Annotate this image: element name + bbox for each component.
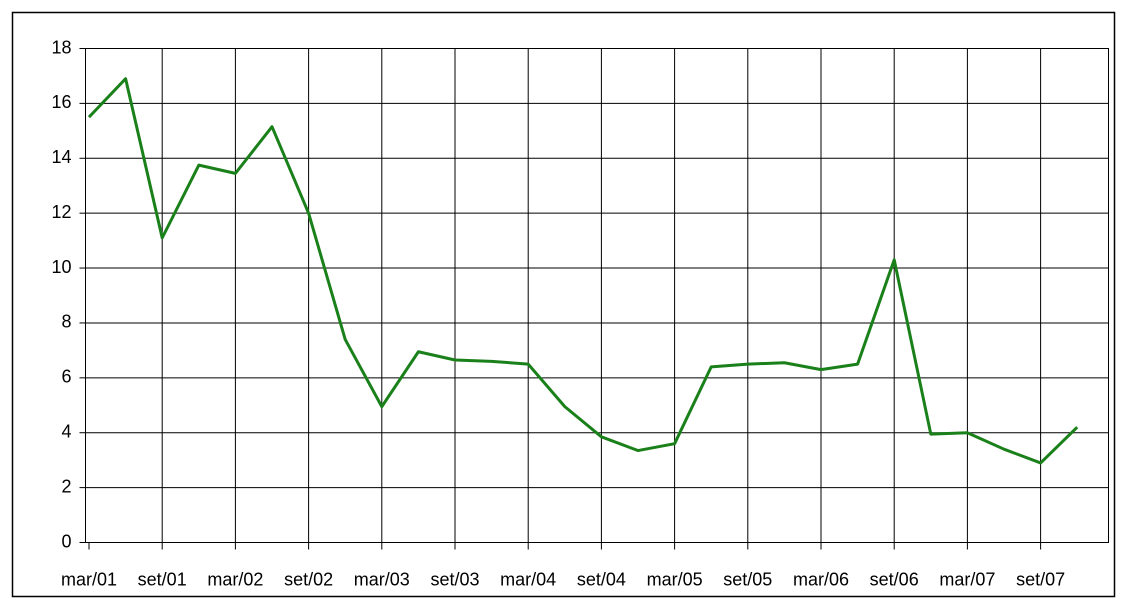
- y-tick-label: 14: [51, 147, 71, 167]
- x-tick-label: set/04: [577, 569, 626, 589]
- x-tick-label: set/02: [284, 569, 333, 589]
- x-tick-label: set/05: [723, 569, 772, 589]
- data-line: [87, 77, 1079, 465]
- y-tick-label: 6: [61, 367, 71, 387]
- x-tick-label: set/03: [430, 569, 479, 589]
- x-tick-label: mar/07: [939, 569, 995, 589]
- y-tick-label: 12: [51, 202, 71, 222]
- y-tick-label: 16: [51, 92, 71, 112]
- x-tick-label: mar/04: [500, 569, 556, 589]
- x-tick-label: mar/03: [354, 569, 410, 589]
- x-tick-label: set/06: [870, 569, 919, 589]
- x-tick-label: mar/02: [207, 569, 263, 589]
- x-tick-label: mar/01: [61, 569, 117, 589]
- chart-frame: [11, 11, 1116, 598]
- x-tick-label: set/01: [138, 569, 187, 589]
- y-tick-label: 2: [61, 476, 71, 496]
- y-tick-label: 0: [61, 531, 71, 551]
- x-tick-label: mar/06: [793, 569, 849, 589]
- y-tick-label: 18: [51, 37, 71, 57]
- x-tick-label: set/07: [1016, 569, 1065, 589]
- y-tick-label: 10: [51, 257, 71, 277]
- x-tick-label: mar/05: [647, 569, 703, 589]
- y-tick-label: 4: [61, 421, 71, 441]
- y-tick-label: 8: [61, 312, 71, 332]
